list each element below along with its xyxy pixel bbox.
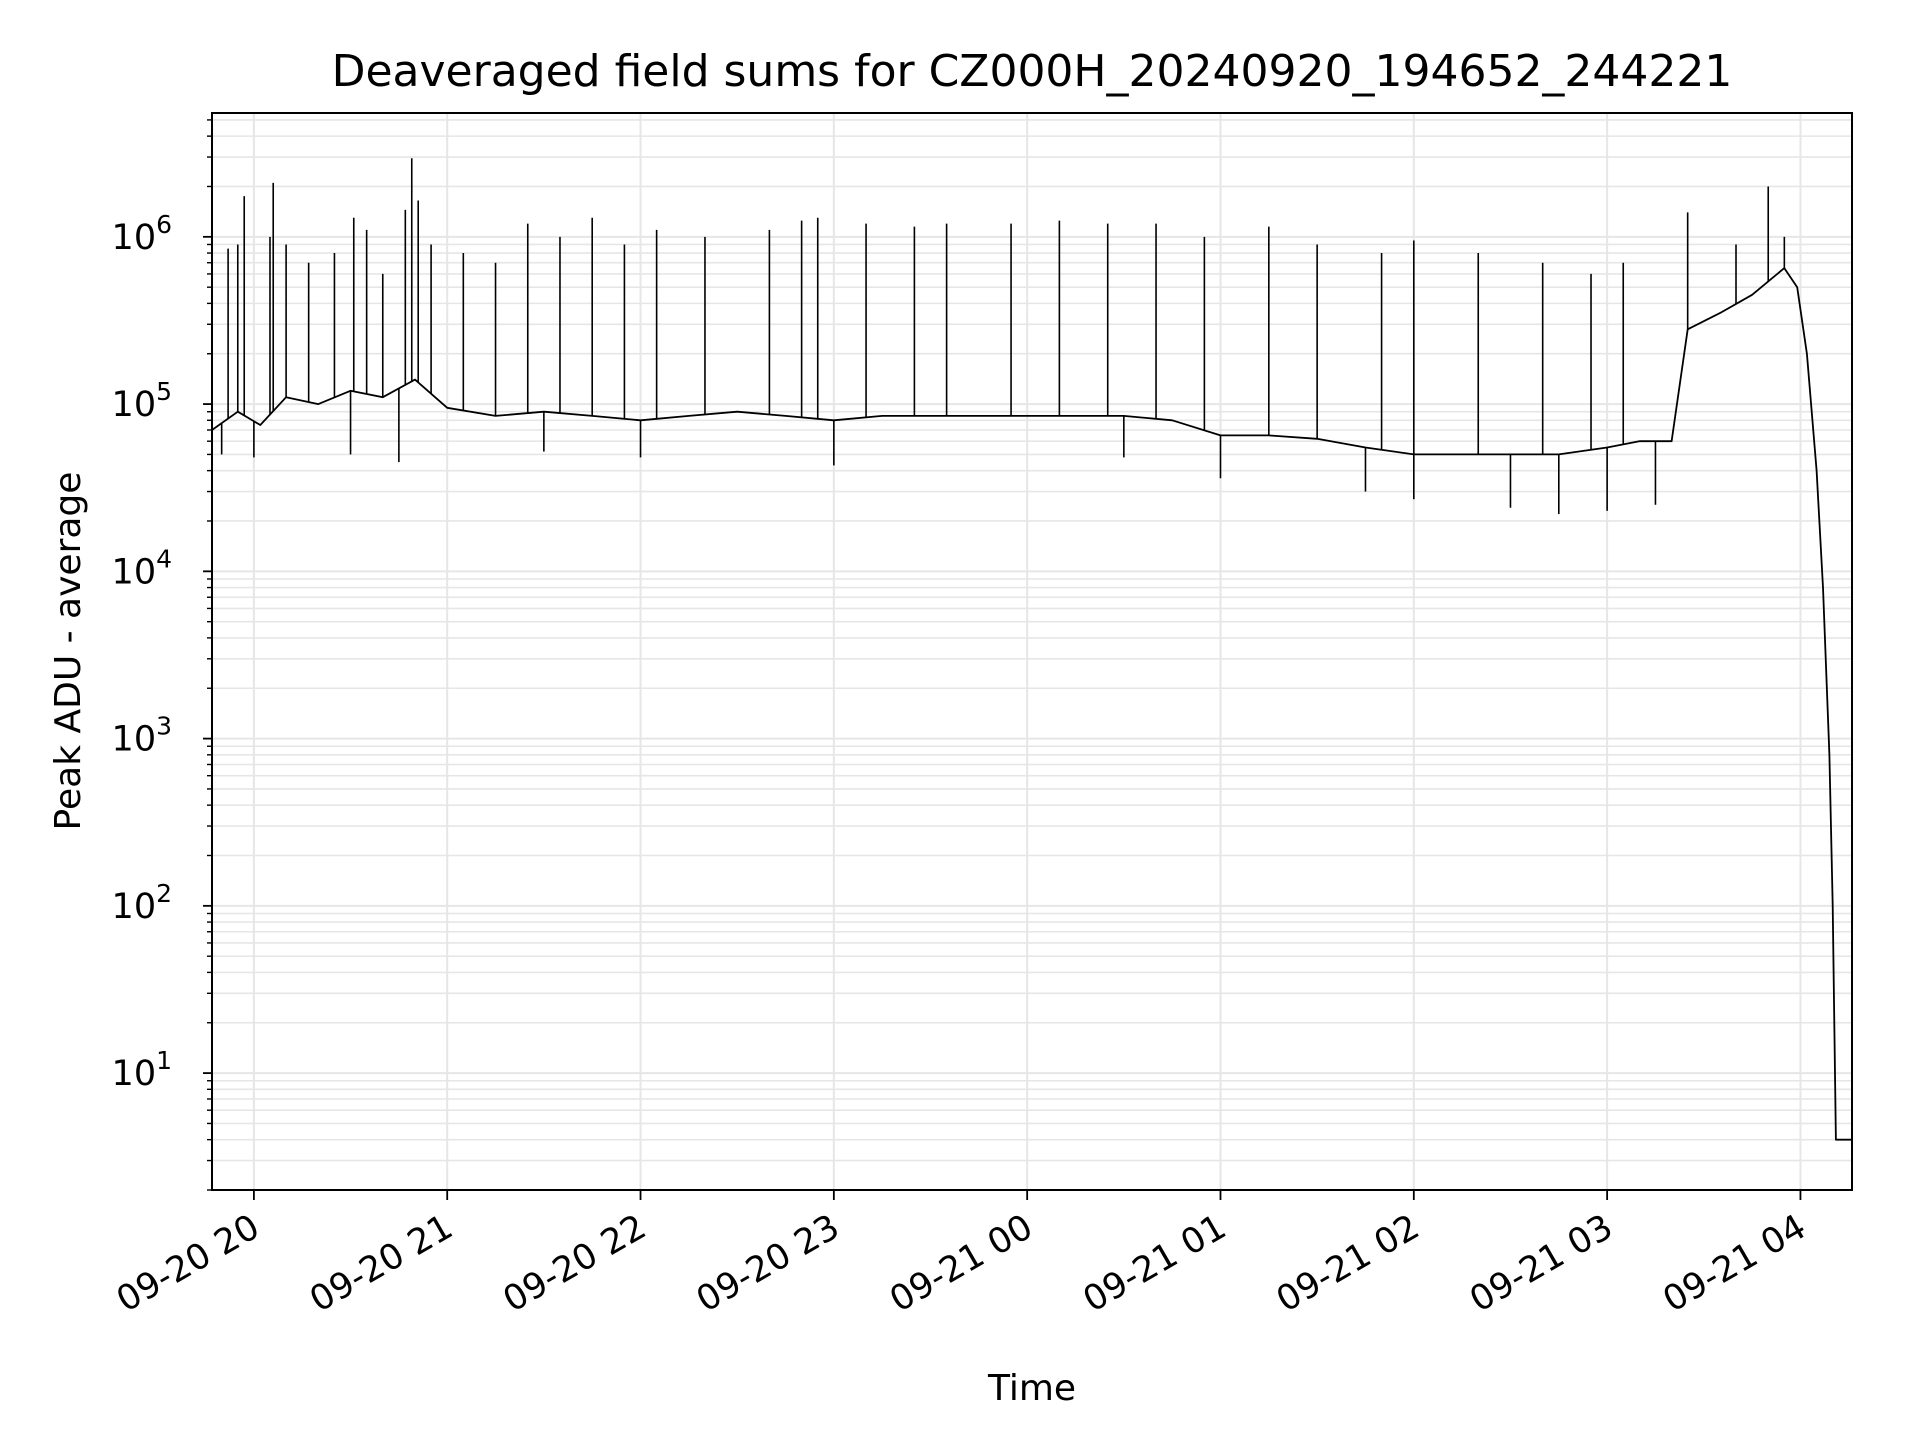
grid-lines: [212, 113, 1852, 1191]
y-tick-exponent: 2: [156, 879, 172, 908]
x-axis-label: Time: [987, 1368, 1076, 1409]
y-tick-exponent: 1: [156, 1046, 172, 1075]
y-tick-exponent: 4: [156, 544, 172, 573]
y-tick-exponent: 5: [156, 377, 172, 406]
y-tick-label: 102: [112, 879, 172, 927]
series-line: [212, 267, 1852, 1141]
y-tick-label: 105: [112, 377, 172, 425]
y-axis-ticks: 101 102 103 104 105 106: [112, 119, 212, 1191]
y-tick-label: 101: [112, 1046, 172, 1094]
y-tick-label: 103: [112, 712, 172, 760]
y-tick-exponent: 6: [156, 210, 172, 239]
series-area: [212, 158, 1852, 1141]
y-tick-label: 104: [112, 544, 172, 592]
plot-frame: [211, 112, 1853, 1191]
y-tick-label: 106: [112, 210, 172, 258]
y-tick-exponent: 3: [156, 712, 172, 741]
chart-title: Deaveraged field sums for CZ000H_2024092…: [332, 46, 1733, 97]
y-axis-label: Peak ADU - average: [48, 472, 89, 831]
